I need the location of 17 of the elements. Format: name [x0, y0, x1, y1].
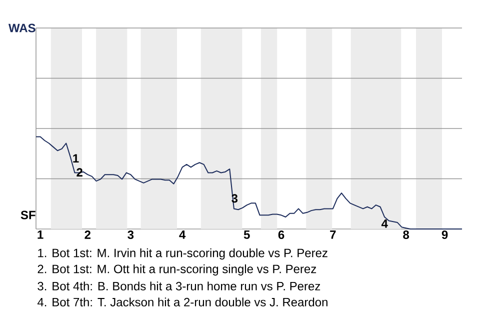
x-tick-label: 4 — [179, 230, 186, 239]
x-tick-label: 7 — [330, 230, 336, 239]
x-tick-label: 5 — [244, 230, 250, 239]
text: 2. Bot 1st: M. Ott hit a run-scoring single vs P. Perez — [38, 264, 316, 276]
text: WAS — [8, 24, 36, 32]
annotation: 4 — [381, 220, 388, 228]
x-tick-label: 2 — [84, 230, 90, 239]
x-tick-label: 8 — [403, 230, 410, 240]
text: 3. Bot 4th: B. Bonds hit a 3-run home run vs P. Perez — [38, 282, 320, 290]
x-tick-label: 9 — [442, 230, 448, 240]
x-tick-label: 6 — [278, 230, 284, 240]
annotation: 1 — [73, 154, 79, 162]
x-tick-label: 3 — [128, 230, 134, 240]
text: 1. Bot 1st: M. Irvin hit a run-scoring double vs P. Perez — [38, 248, 328, 260]
text: SF — [20, 210, 36, 220]
text: 4. Bot 7th: T. Jackson hit a 2-run double vs J. Reardon — [37, 298, 328, 306]
x-tick-label: 1 — [38, 230, 44, 239]
